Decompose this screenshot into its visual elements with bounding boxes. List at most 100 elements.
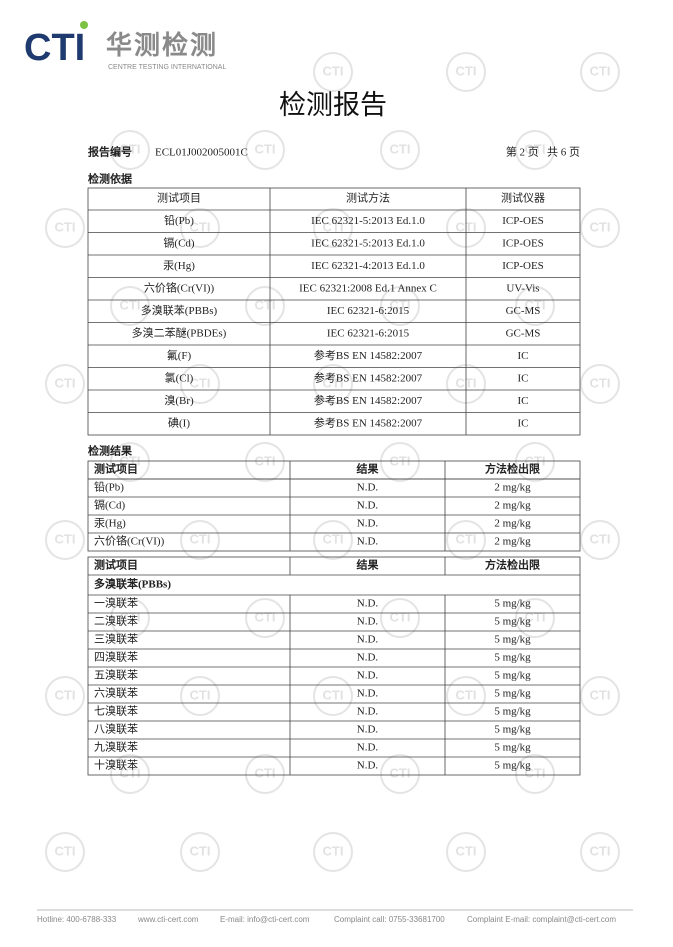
footer-item: Complaint call: 0755-33681700	[334, 915, 445, 924]
table-cell: N.D.	[357, 500, 379, 512]
column-header: 测试项目	[157, 192, 201, 205]
table-cell: N.D.	[357, 670, 379, 682]
table-cell: 5 mg/kg	[494, 652, 531, 664]
watermark-ring	[245, 598, 285, 638]
watermark-ring	[380, 286, 420, 326]
table-cell: N.D.	[357, 634, 379, 646]
table-cell: 铅(Pb)	[94, 480, 124, 494]
watermark: CTI	[390, 609, 411, 624]
table-cell: GC-MS	[506, 305, 541, 317]
table-cell: UV-Vis	[506, 282, 539, 294]
watermark-ring	[313, 832, 353, 872]
watermark-ring	[45, 208, 85, 248]
watermark-ring	[515, 130, 555, 170]
table-cell: N.D.	[357, 536, 379, 548]
footer-item: E-mail: info@cti-cert.com	[220, 915, 310, 924]
table-cell: IEC 62321-5:2013 Ed.1.0	[311, 215, 425, 227]
table-cell: 十溴联苯	[94, 758, 138, 772]
table-cell: 5 mg/kg	[494, 616, 531, 628]
watermark-ring	[245, 442, 285, 482]
table-cell: 多溴联苯(PBBs)	[141, 303, 218, 317]
watermark-ring	[580, 832, 620, 872]
table-cell: 五溴联苯	[94, 668, 138, 682]
table-cell: 参考BS EN 14582:2007	[314, 415, 423, 429]
report-no: ECL01J002005001C	[155, 147, 248, 159]
table-cell: 5 mg/kg	[494, 724, 531, 736]
table-cell: IEC 62321-5:2013 Ed.1.0	[311, 237, 425, 249]
watermark-ring	[313, 676, 353, 716]
table-cell: 铅(Pb)	[164, 213, 194, 227]
table-cell: ICP-OES	[502, 215, 544, 227]
table-cell: 多溴二苯醚(PBDEs)	[132, 325, 227, 339]
table-cell: N.D.	[357, 616, 379, 628]
watermark-ring	[245, 286, 285, 326]
table-cell: IEC 62321-6:2015	[327, 305, 410, 317]
table-cell: IC	[518, 350, 529, 362]
table-cell: 汞(Hg)	[94, 518, 126, 530]
table-cell: 六价铬(Cr(VI))	[144, 280, 215, 294]
watermark-ring	[110, 754, 150, 794]
watermark-ring	[313, 52, 353, 92]
watermark: CTI	[456, 531, 477, 546]
table-cell: 四溴联苯	[94, 650, 138, 664]
watermark-ring	[515, 754, 555, 794]
watermark-ring	[313, 208, 353, 248]
table-cell: 二溴联苯	[94, 614, 138, 628]
watermark-ring	[380, 598, 420, 638]
table-cell: 5 mg/kg	[494, 742, 531, 754]
watermark: CTI	[255, 141, 276, 156]
table-cell: 氟(F)	[167, 349, 192, 362]
table-cell: 七溴联苯	[94, 704, 138, 718]
watermark: CTI	[525, 765, 546, 780]
table-cell: IC	[518, 417, 529, 429]
table-cell: 一溴联苯	[94, 596, 138, 610]
watermark-ring	[245, 130, 285, 170]
watermark-ring	[110, 442, 150, 482]
watermark: CTI	[590, 63, 611, 78]
watermark: CTI	[456, 843, 477, 858]
watermark-ring	[580, 676, 620, 716]
watermark: CTI	[55, 531, 76, 546]
watermark: CTI	[590, 375, 611, 390]
watermark: CTI	[525, 141, 546, 156]
watermark: CTI	[456, 63, 477, 78]
table-cell: 2 mg/kg	[494, 518, 531, 530]
watermark-ring	[313, 364, 353, 404]
table-cell: 参考BS EN 14582:2007	[314, 370, 423, 384]
table-cell: IC	[518, 372, 529, 384]
table-cell: 参考BS EN 14582:2007	[314, 393, 423, 407]
report-no-label: 报告编号	[88, 145, 132, 159]
watermark-ring	[45, 676, 85, 716]
brand-cn: 华测检测	[106, 30, 218, 60]
watermark: CTI	[323, 531, 344, 546]
watermark: CTI	[190, 687, 211, 702]
column-header: 测试项目	[94, 558, 138, 572]
watermark: CTI	[255, 765, 276, 780]
table-cell: ICP-OES	[502, 237, 544, 249]
table-cell: 5 mg/kg	[494, 760, 531, 772]
table-cell: IC	[518, 395, 529, 407]
table-cell: IEC 62321:2008 Ed.1 Annex C	[299, 282, 437, 294]
table-cell: 溴(Br)	[164, 393, 194, 407]
watermark-ring	[313, 520, 353, 560]
table-cell: N.D.	[357, 518, 379, 530]
watermark: CTI	[390, 141, 411, 156]
table-cell: 5 mg/kg	[494, 670, 531, 682]
table-cell: N.D.	[357, 688, 379, 700]
table-cell: IEC 62321-4:2013 Ed.1.0	[311, 260, 425, 272]
page-info: 第 2 页 共 6 页	[506, 145, 580, 159]
watermark-ring	[515, 598, 555, 638]
watermark-ring	[110, 598, 150, 638]
results-heading: 检测结果	[88, 444, 132, 458]
footer-item: Complaint E-mail: complaint@cti-cert.com	[467, 915, 616, 924]
watermark-ring	[515, 286, 555, 326]
watermark-ring	[515, 442, 555, 482]
table-cell: 5 mg/kg	[494, 634, 531, 646]
watermark-ring	[45, 832, 85, 872]
watermark-ring	[446, 52, 486, 92]
watermark: CTI	[323, 219, 344, 234]
table-cell: N.D.	[357, 760, 379, 772]
table-cell: 碘(I)	[168, 416, 190, 429]
